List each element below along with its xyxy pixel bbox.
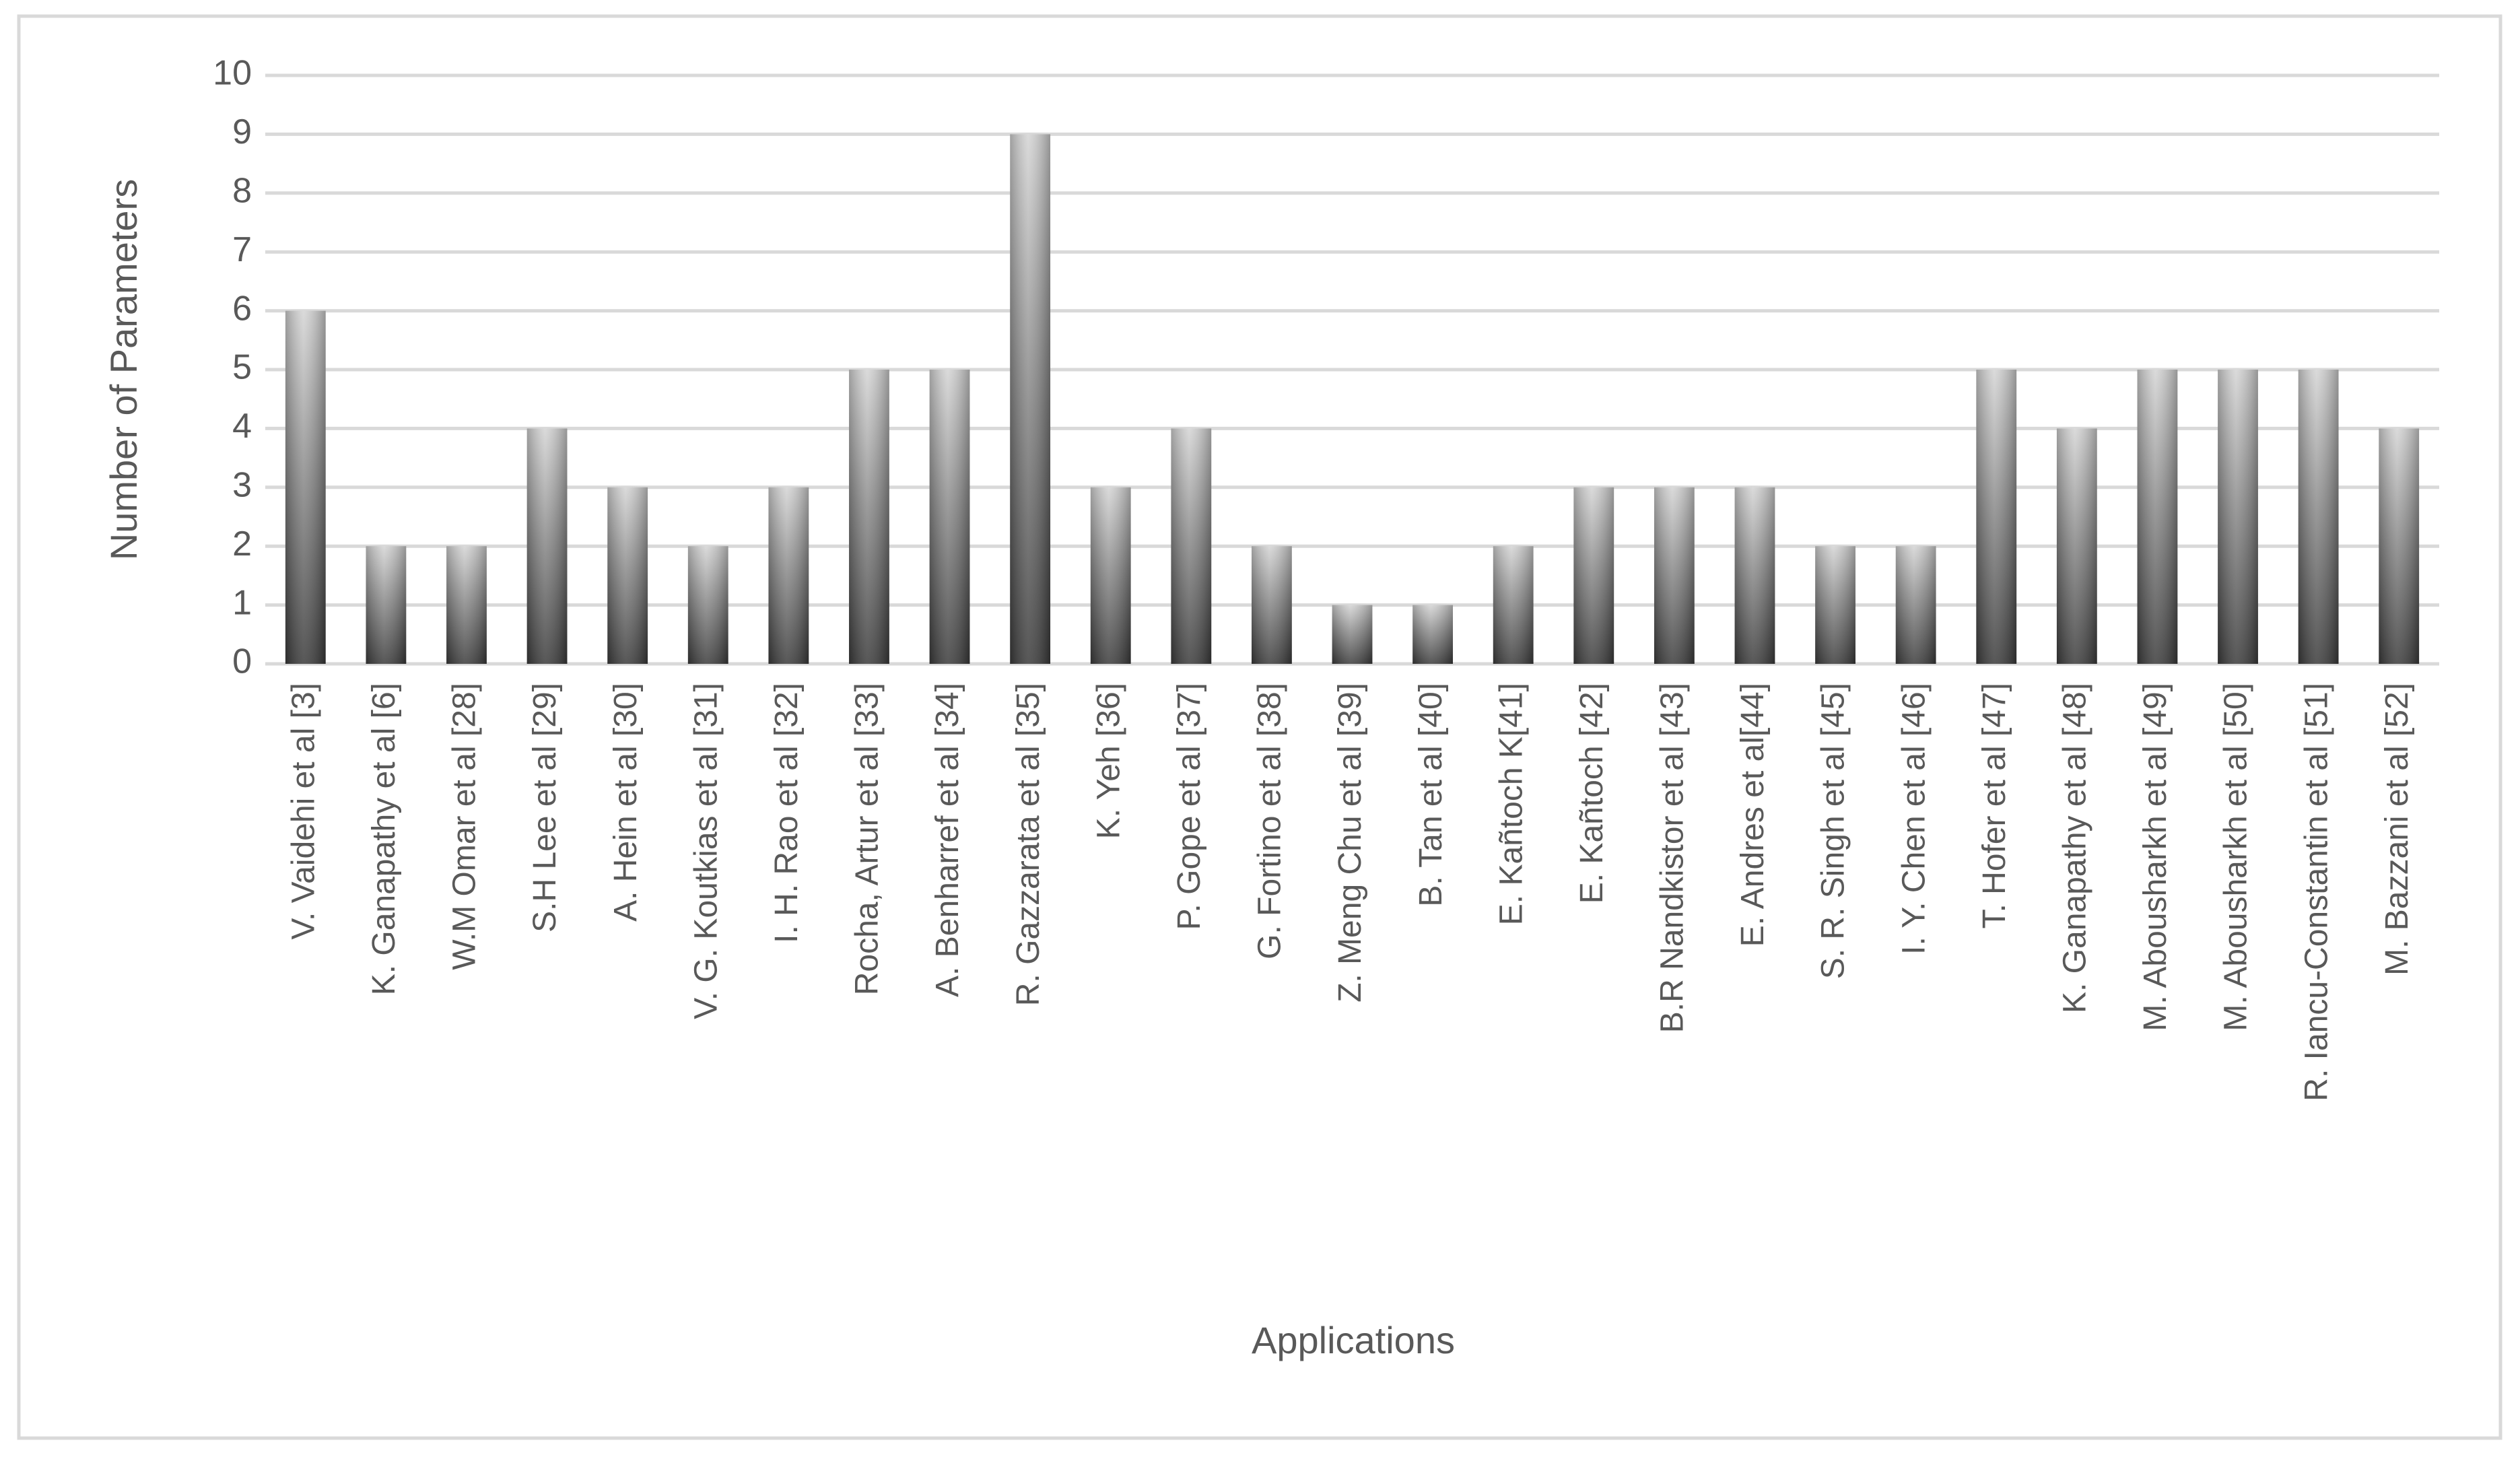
x-tick-label: W.M Omar et al [28]: [447, 683, 483, 970]
x-tick-label: K. Ganapathy et al [48]: [2057, 683, 2093, 1013]
y-tick-label: 9: [232, 112, 252, 151]
chart-frame: [17, 14, 2502, 1440]
x-tick-label: E. Andres et al[44]: [1735, 683, 1771, 947]
x-tick-label: B.R Nandkistor et al [43]: [1655, 683, 1691, 1033]
y-tick-label: 2: [232, 524, 252, 564]
x-tick-label: Rocha, Artur et al [33]: [850, 683, 885, 995]
bar-shade: [446, 546, 487, 664]
bar-shade: [1010, 134, 1051, 664]
x-tick-label: E. Kañtoch [42]: [1574, 683, 1610, 904]
bar-shade: [768, 487, 809, 664]
x-tick-label: M. Abousharkh et al [50]: [2218, 683, 2254, 1031]
y-tick-label: 10: [213, 54, 252, 93]
x-tick-label: M. Abousharkh et al [49]: [2138, 683, 2173, 1031]
y-tick-label: 8: [232, 172, 252, 211]
y-tick-label: 3: [232, 466, 252, 505]
bar-shade: [687, 546, 728, 664]
x-tick-label: T. Hofer et al [47]: [1977, 683, 2012, 929]
bar-shade: [849, 370, 889, 664]
y-tick-label: 7: [232, 230, 252, 269]
y-axis-title: Number of Parameters: [102, 179, 145, 560]
x-tick-label: R. Gazzarata et al [35]: [1011, 683, 1046, 1006]
bar-shade: [2218, 370, 2258, 664]
x-tick-label: I. H. Rao et al [32]: [769, 683, 805, 943]
y-tick-label: 0: [232, 642, 252, 681]
x-tick-label: G. Fortino et al [38]: [1252, 683, 1288, 959]
x-tick-label: K. Ganapathy et al [6]: [366, 683, 402, 995]
bar-shade: [1976, 370, 2017, 664]
bar-shade: [1332, 605, 1373, 664]
x-tick-label: Z. Meng Chu et al [39]: [1332, 683, 1368, 1003]
x-tick-label: E. Kañtoch K[41]: [1493, 683, 1529, 925]
bar-shade: [1573, 487, 1614, 664]
x-tick-label: S.H Lee et al [29]: [527, 683, 563, 932]
x-tick-label: S. R. Singh et al [45]: [1816, 683, 1851, 979]
x-tick-label: V. Vaidehi et al [3]: [285, 683, 321, 940]
bar-shade: [1895, 546, 1936, 664]
bar-shade: [2298, 370, 2339, 664]
x-tick-label: I. Y. Chen et al [46]: [1896, 683, 1932, 955]
y-tick-label: 5: [232, 348, 252, 387]
bar-shade: [1171, 428, 1212, 664]
bar-shade: [2137, 370, 2178, 664]
bar-shade: [366, 546, 407, 664]
y-tick-label: 1: [232, 583, 252, 622]
bar-shade: [1412, 605, 1453, 664]
bar-shade: [2056, 428, 2097, 664]
bar-shade: [1493, 546, 1534, 664]
bar-shade: [1090, 487, 1131, 664]
bar-shade: [2379, 428, 2420, 664]
x-tick-label: K. Yeh [36]: [1091, 683, 1126, 839]
bar-shade: [1252, 546, 1292, 664]
x-tick-label: A. Hein et al [30]: [608, 683, 644, 922]
bar-shade: [1734, 487, 1775, 664]
x-tick-label: V. G. Koutkias et al [31]: [688, 683, 724, 1019]
x-tick-label: A. Benharref et al [34]: [930, 683, 965, 997]
x-axis-title: Applications: [1252, 1319, 1455, 1361]
y-tick-label: 6: [232, 289, 252, 328]
y-tick-label: 4: [232, 407, 252, 446]
bar-shade: [1815, 546, 1855, 664]
bar-shade: [929, 370, 970, 664]
x-tick-label: B. Tan et al [40]: [1413, 683, 1449, 907]
bar-shade: [285, 310, 326, 665]
bar-shade: [607, 487, 648, 664]
x-tick-label: M. Bazzani et al [52]: [2379, 683, 2415, 976]
x-tick-label: R. Iancu-Constantin et al [51]: [2298, 683, 2334, 1101]
bar-shade: [526, 428, 568, 664]
x-tick-label: P. Gope et al [37]: [1171, 683, 1207, 930]
bar-shade: [1654, 487, 1695, 664]
